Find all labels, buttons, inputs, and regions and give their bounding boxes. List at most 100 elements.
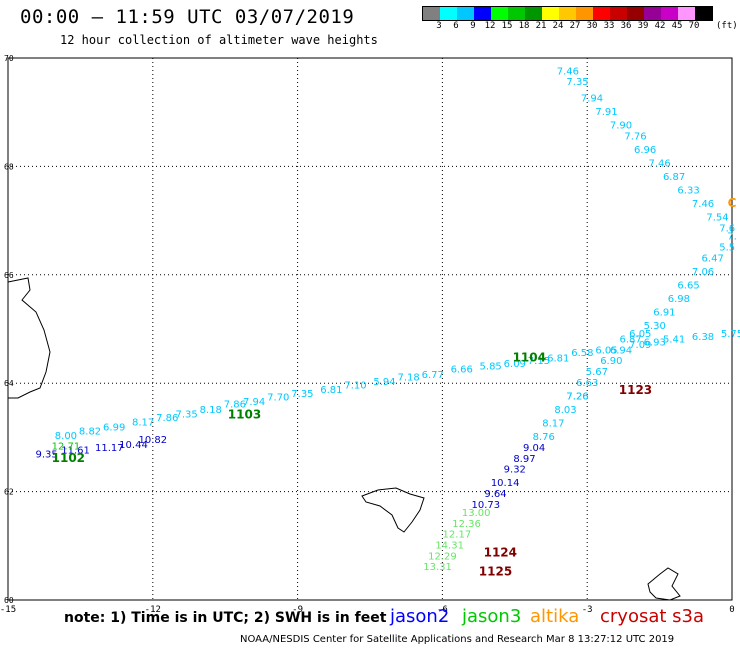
wave-height-value: 6.81: [320, 385, 342, 396]
legend-swatch: [610, 7, 627, 20]
wave-height-value: 6.05: [595, 345, 617, 356]
wave-height-value: 8.18: [200, 405, 222, 416]
legend-label: 70: [688, 21, 700, 31]
wave-height-value: 7.94: [243, 397, 265, 408]
chart-subtitle: 12 hour collection of altimeter wave hei…: [60, 33, 378, 47]
faroe-islands: [361, 487, 425, 533]
legend-label: 15: [501, 21, 513, 31]
lat-label: 66: [4, 271, 14, 280]
wave-height-value: 14.31: [435, 541, 464, 552]
legend-label: 39: [637, 21, 649, 31]
wave-height-value: 9.04: [523, 443, 545, 454]
wave-height-value: 8.82: [79, 427, 101, 438]
legend-jason3: jason3: [462, 606, 522, 627]
wave-height-value: 7.76: [624, 131, 646, 142]
pass-time-label: 1125: [479, 565, 512, 579]
legend-label: 12: [484, 21, 496, 31]
lon-label: -9: [292, 605, 303, 615]
wave-height-value: 6.93: [644, 337, 666, 348]
wave-height-value: 8.76: [533, 432, 555, 443]
wave-height-value: 10.82: [138, 435, 167, 446]
wave-height-value: 7.6: [719, 223, 735, 234]
wave-height-value: 5.75: [721, 329, 740, 340]
wave-height-value: 6.91: [653, 307, 675, 318]
wave-height-value: 6.81: [547, 354, 569, 365]
wave-height-value: 12.36: [452, 519, 481, 530]
pass-time-label: 1104: [513, 351, 546, 365]
wave-height-value: 7.09: [629, 340, 651, 351]
legend-swatch: [440, 7, 457, 20]
wave-height-value: 8.17: [132, 417, 154, 428]
wave-height-value: 11.61: [61, 446, 90, 457]
legend-label: 27: [569, 21, 581, 31]
pass-time-label: C: [728, 196, 737, 210]
wave-height-value: 6.94: [610, 345, 632, 356]
legend-swatch: [644, 7, 661, 20]
wave-height-value: 9.32: [504, 465, 526, 476]
wave-height-value: 5.30: [644, 321, 666, 332]
wave-height-value: 7.26: [566, 391, 588, 402]
legend-swatch: [593, 7, 610, 20]
iceland-coast: [7, 277, 51, 399]
wave-height-value: 7.46: [648, 158, 670, 169]
wave-height-value: 10.73: [472, 500, 501, 511]
wave-height-value: 6.47: [702, 253, 724, 264]
wave-height-value: 7.94: [581, 93, 603, 104]
wave-height-value: 6.90: [600, 356, 622, 367]
legend-label: 24: [552, 21, 564, 31]
wave-height-value: 6.99: [103, 422, 125, 433]
lon-label: -3: [582, 605, 593, 615]
wave-height-value: 7.18: [397, 372, 419, 383]
pass-time-label: 1103: [228, 407, 261, 421]
pass-time-label: 1123: [619, 383, 652, 397]
wave-height-value: 6.98: [668, 294, 690, 305]
lat-label: 70: [4, 54, 14, 63]
legend-label: 3: [436, 21, 442, 31]
wave-height-value: 6.63: [576, 378, 598, 389]
legend-cryosat: cryosat s3a: [600, 606, 705, 627]
color-scale-legend: [422, 6, 713, 21]
legend-altika: altika: [530, 606, 580, 627]
legend-swatch: [542, 7, 559, 20]
credit-line: NOAA/NESDIS Center for Satellite Applica…: [240, 634, 675, 645]
legend-swatch: [576, 7, 593, 20]
legend-swatch: [508, 7, 525, 20]
wave-height-value: 12.71: [52, 441, 81, 452]
legend-swatch: [457, 7, 474, 20]
lon-label: 0: [729, 605, 734, 615]
lat-label: 64: [4, 379, 14, 388]
legend-unit: (ft): [716, 21, 738, 31]
shetland-islands: [647, 567, 681, 601]
wave-height-value: 6.77: [422, 370, 444, 381]
lon-label: -6: [437, 605, 448, 615]
legend-label: 30: [586, 21, 598, 31]
wave-height-value: 7.70: [267, 393, 289, 404]
wave-height-value: 10.14: [491, 478, 520, 489]
wave-height-value: 5.85: [480, 362, 502, 373]
wave-height-value: 6.87: [620, 335, 642, 346]
wave-height-value: 7.35: [291, 389, 313, 400]
wave-height-value: 7.46: [557, 66, 579, 77]
wave-height-value: 6.87: [663, 172, 685, 183]
legend-swatch: [627, 7, 644, 20]
lon-label: -15: [0, 605, 16, 615]
map-frame: [7, 57, 733, 601]
pass-time-label: 1124: [484, 546, 517, 560]
legend-label: 6: [453, 21, 459, 31]
footer-note: note: 1) Time is in UTC; 2) SWH is in fe…: [64, 610, 387, 626]
wave-height-value: 7.: [727, 232, 737, 243]
wave-height-value: 12.29: [428, 551, 457, 562]
wave-height-value: 7.54: [706, 213, 728, 224]
legend-label: 9: [470, 21, 476, 31]
wave-height-value: 11.17: [95, 443, 124, 454]
wave-height-value: 7.15: [528, 356, 550, 367]
lat-label: 60: [4, 596, 14, 605]
wave-height-value: 7.35: [566, 77, 588, 88]
wave-height-value: 9.64: [484, 489, 506, 500]
wave-height-value: 5.5: [719, 242, 735, 253]
wave-height-value: 6.96: [634, 145, 656, 156]
wave-height-value: 8.17: [542, 419, 564, 430]
wave-height-value: 7.86: [156, 413, 178, 424]
wave-height-value: 13.31: [423, 562, 452, 573]
